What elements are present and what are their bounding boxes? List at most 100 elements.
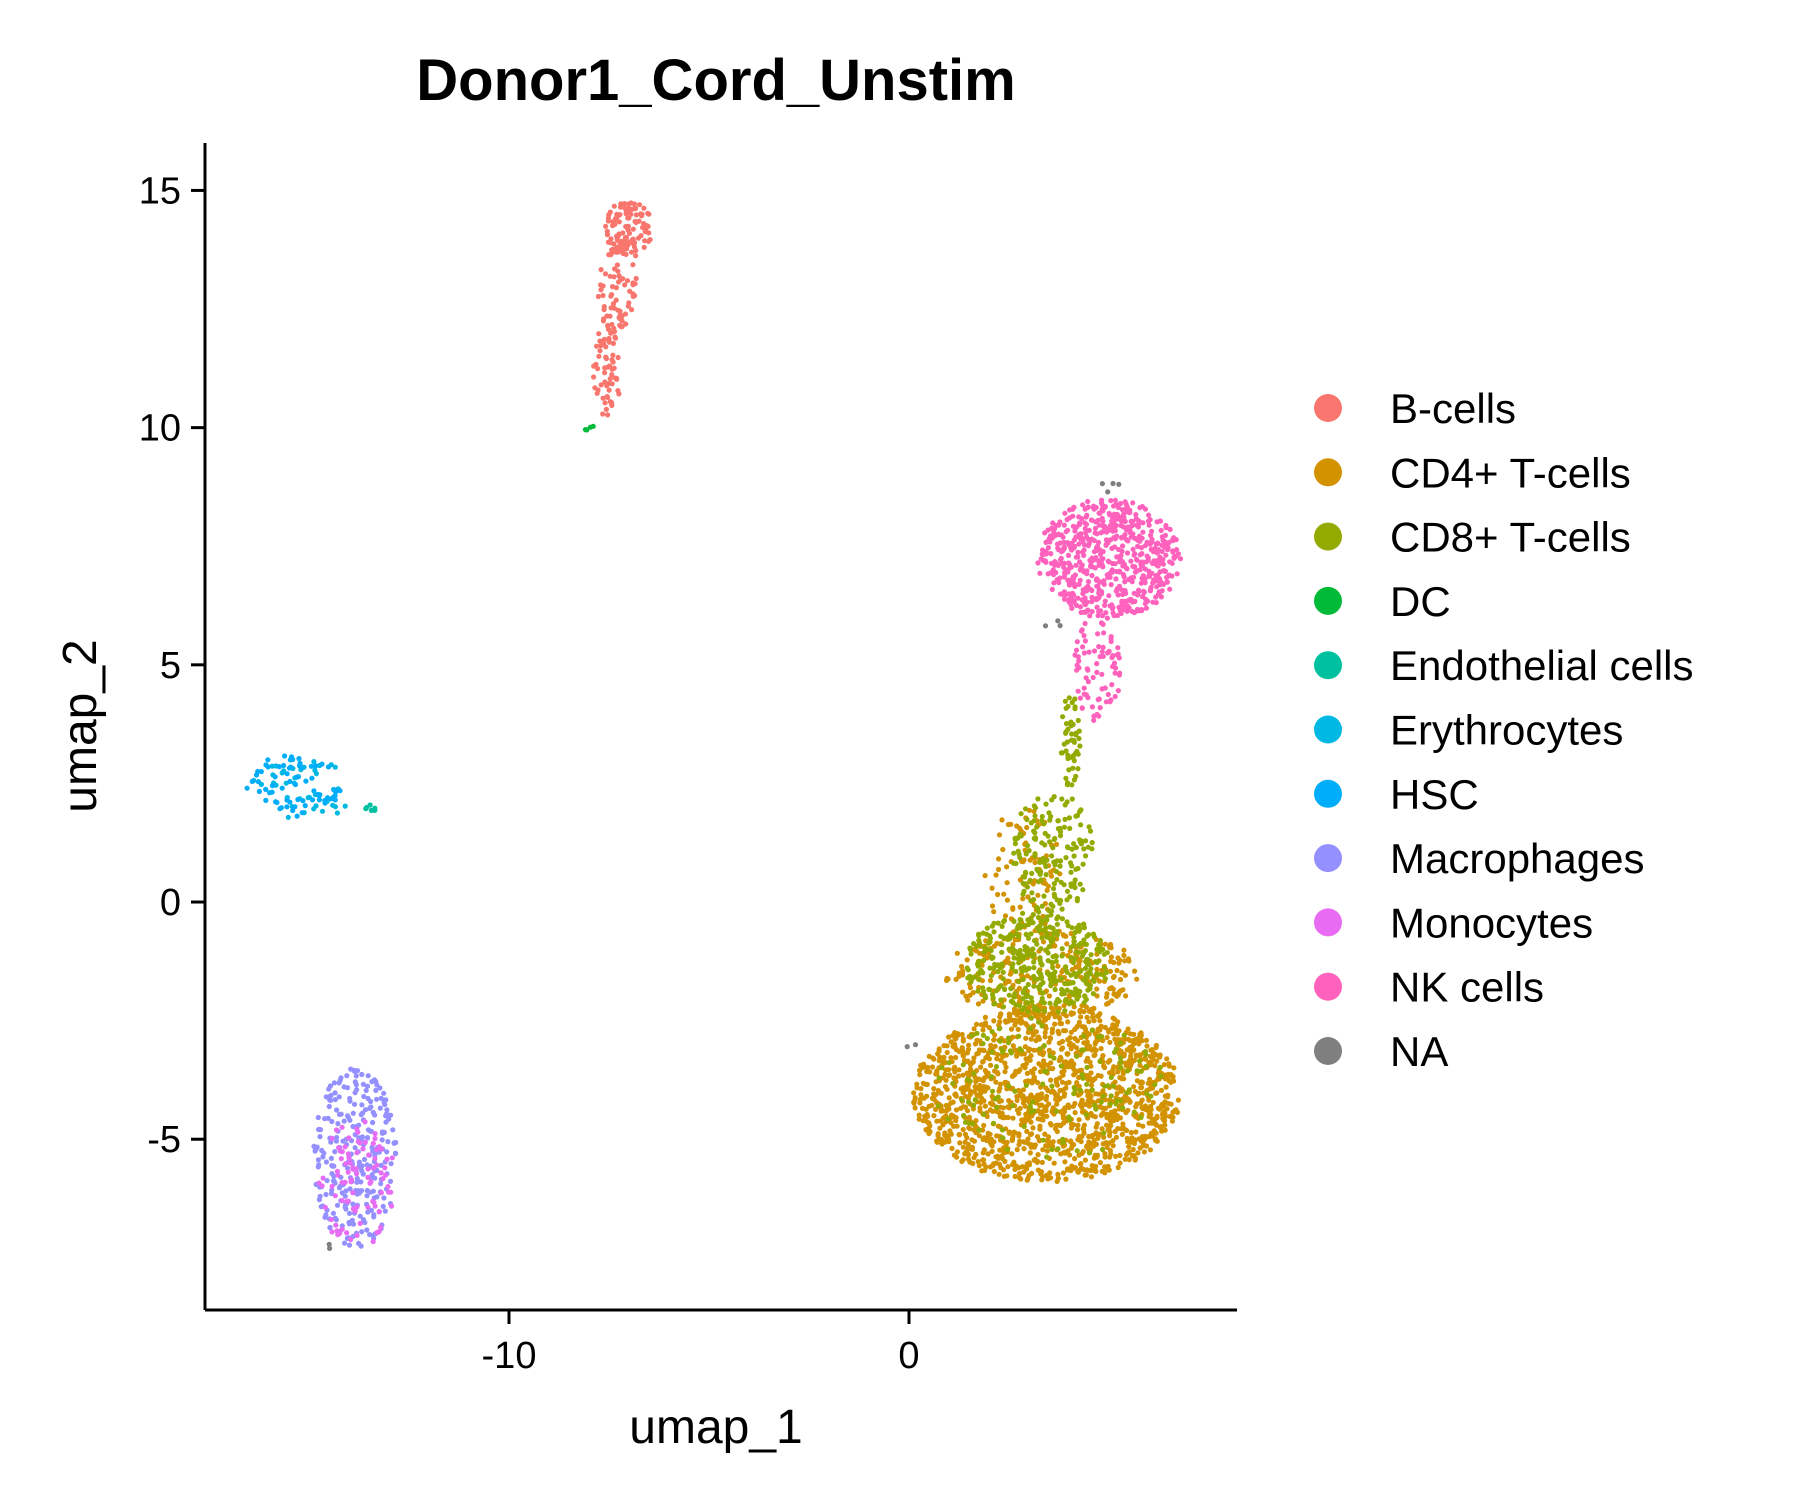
data-point xyxy=(317,1127,324,1133)
data-point xyxy=(1098,500,1105,506)
data-point xyxy=(1114,511,1120,517)
data-point xyxy=(978,1064,984,1070)
data-point xyxy=(299,810,305,816)
data-point xyxy=(383,1172,389,1178)
data-point xyxy=(1016,1110,1022,1116)
data-point xyxy=(1055,618,1061,624)
data-point xyxy=(1105,489,1111,495)
data-point xyxy=(1012,1088,1018,1094)
x-axis-label: umap_1 xyxy=(629,1401,802,1454)
data-point xyxy=(1025,1029,1031,1035)
data-point xyxy=(284,804,290,810)
data-point xyxy=(1081,568,1087,574)
data-point xyxy=(1049,1146,1055,1152)
data-point xyxy=(1089,1113,1095,1119)
data-point xyxy=(1091,934,1097,940)
data-point xyxy=(1115,612,1121,619)
data-point xyxy=(327,1224,333,1231)
data-point xyxy=(1148,1111,1154,1117)
data-point xyxy=(326,1103,332,1110)
data-point xyxy=(996,1026,1002,1032)
data-point xyxy=(1037,1126,1043,1132)
data-point xyxy=(1099,515,1105,522)
data-point xyxy=(606,252,612,258)
data-point xyxy=(1045,950,1051,956)
data-point xyxy=(1127,1061,1133,1067)
data-point xyxy=(1093,1124,1099,1130)
data-point xyxy=(1106,1140,1112,1146)
data-point xyxy=(1131,1153,1137,1159)
data-point xyxy=(1099,671,1105,677)
data-point xyxy=(1011,850,1017,856)
data-point xyxy=(290,807,296,814)
data-point xyxy=(1044,930,1050,937)
data-point xyxy=(1108,638,1114,645)
data-point xyxy=(1103,542,1109,548)
data-point xyxy=(1053,859,1059,865)
data-point xyxy=(1061,1093,1067,1099)
data-point xyxy=(640,224,646,231)
data-point xyxy=(1040,1081,1046,1087)
data-point xyxy=(1089,608,1095,615)
data-point xyxy=(1163,552,1169,558)
data-point xyxy=(1015,1026,1021,1032)
data-point xyxy=(1028,1036,1034,1042)
data-point xyxy=(605,218,612,224)
data-point xyxy=(1075,766,1081,772)
data-point xyxy=(1047,817,1053,823)
data-point xyxy=(965,1095,972,1101)
data-point xyxy=(1066,1079,1072,1085)
data-point xyxy=(1097,705,1103,711)
data-point xyxy=(1027,1046,1033,1052)
data-point xyxy=(1149,1047,1155,1053)
data-point xyxy=(598,343,604,349)
data-point xyxy=(1040,855,1046,862)
points-layer xyxy=(244,200,1184,1251)
data-point xyxy=(998,1057,1004,1063)
data-point xyxy=(610,359,616,365)
data-point xyxy=(960,1144,967,1150)
data-point xyxy=(1047,1036,1053,1042)
data-point xyxy=(602,370,608,376)
data-point xyxy=(608,305,614,311)
data-point xyxy=(1104,1001,1110,1007)
data-point xyxy=(1120,1121,1126,1127)
data-point xyxy=(1079,627,1085,633)
data-point xyxy=(1081,846,1087,852)
data-point xyxy=(970,1160,976,1167)
data-point xyxy=(598,282,604,288)
data-point xyxy=(946,1034,952,1040)
data-point xyxy=(1043,539,1049,546)
data-point xyxy=(1001,1115,1007,1121)
data-point xyxy=(976,971,982,977)
data-point xyxy=(973,1084,979,1091)
data-point xyxy=(1026,921,1032,928)
data-point xyxy=(1005,1114,1011,1121)
data-point xyxy=(1104,1144,1110,1150)
data-point xyxy=(1098,530,1104,536)
data-point xyxy=(959,963,965,970)
data-point xyxy=(1073,731,1079,737)
data-point xyxy=(1069,737,1075,743)
data-point xyxy=(1088,559,1094,565)
data-point xyxy=(1060,1136,1066,1142)
data-point xyxy=(618,324,624,330)
data-point xyxy=(1154,1113,1160,1119)
data-point xyxy=(1023,1061,1029,1067)
data-point xyxy=(1038,1111,1044,1117)
data-point xyxy=(1154,519,1160,525)
data-point xyxy=(991,1018,997,1024)
data-point xyxy=(355,1129,361,1135)
data-point xyxy=(384,1149,390,1155)
data-point xyxy=(1136,589,1142,595)
data-point xyxy=(1088,952,1094,958)
data-point xyxy=(1037,570,1043,576)
data-point xyxy=(980,1078,986,1084)
data-point xyxy=(345,1151,351,1157)
data-point xyxy=(1059,953,1065,959)
data-point xyxy=(292,804,298,810)
data-point xyxy=(381,1090,387,1096)
data-point xyxy=(1117,1055,1124,1061)
data-point xyxy=(383,1097,389,1103)
data-point xyxy=(1076,1117,1082,1123)
